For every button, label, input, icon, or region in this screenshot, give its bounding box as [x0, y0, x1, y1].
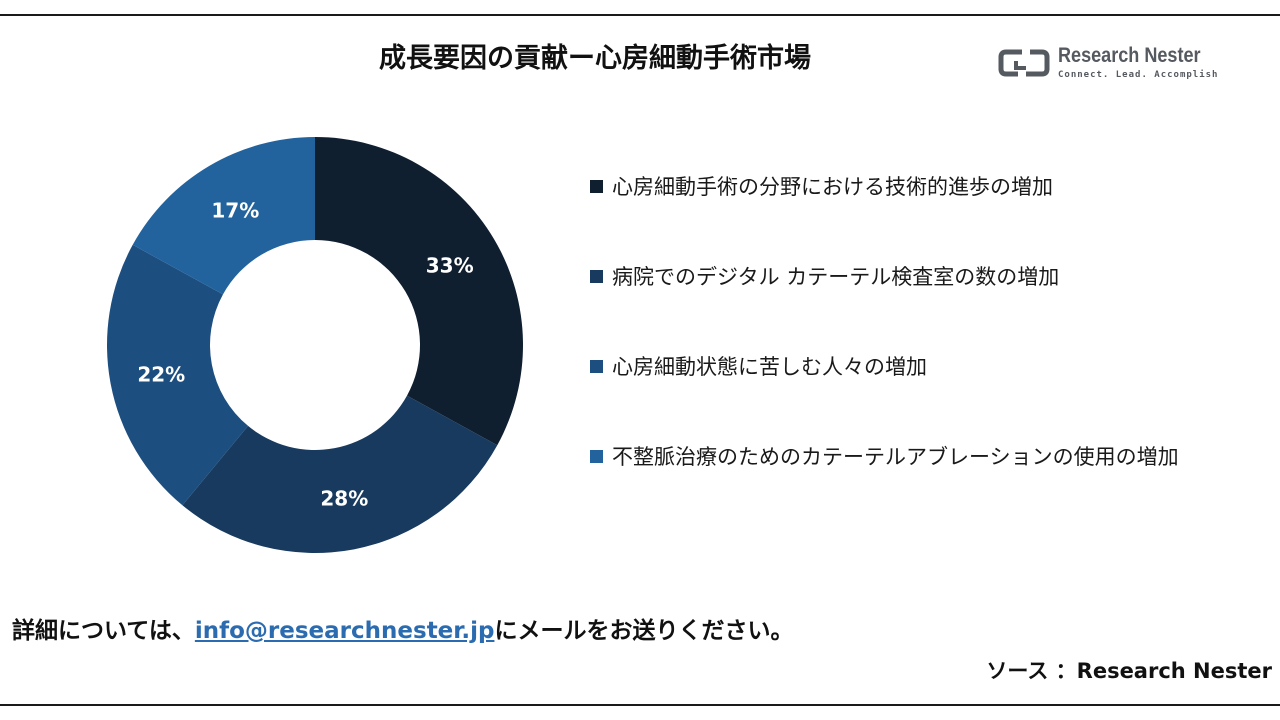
contact-prefix: 詳細については、 — [12, 618, 195, 644]
slice-label-4: 17% — [211, 198, 259, 222]
logo-name: Research Nester — [1058, 44, 1201, 67]
logo-tagline: Connect. Lead. Accomplish — [1058, 70, 1219, 80]
legend-item: 心房細動手術の分野における技術的進歩の増加 — [590, 166, 1230, 208]
donut-slice-3 — [107, 244, 249, 506]
legend-label: 不整脈治療のためのカテーテルアブレーションの使用の増加 — [612, 445, 1179, 469]
donut-chart: 33% 28% 22% 17% — [107, 137, 523, 553]
slice-label-1: 33% — [426, 253, 474, 277]
legend-swatch — [590, 450, 603, 463]
chart-legend: 心房細動手術の分野における技術的進歩の増加 病院でのデジタル カテーテル検査室の数… — [590, 166, 1230, 526]
legend-label: 心房細動状態に苦しむ人々の増加 — [612, 355, 927, 379]
email-link[interactable]: info@researchnester.jp — [194, 618, 495, 644]
slice-label-2: 28% — [320, 487, 368, 511]
legend-swatch — [590, 180, 603, 193]
legend-item: 心房細動状態に苦しむ人々の増加 — [590, 346, 1230, 388]
chart-title: 成長要因の貢献ー心房細動手術市場 — [379, 43, 811, 74]
slice-label-3: 22% — [137, 362, 185, 386]
contact-suffix: にメールをお送りください。 — [494, 618, 794, 644]
research-nester-logo: Research Nester Connect. Lead. Accomplis… — [998, 44, 1228, 82]
top-rule — [0, 14, 1280, 16]
donut-slice-4 — [132, 137, 315, 295]
legend-item: 不整脈治療のためのカテーテルアブレーションの使用の増加 — [590, 436, 1230, 478]
legend-label: 心房細動手術の分野における技術的進歩の増加 — [612, 175, 1053, 199]
bottom-rule — [0, 704, 1280, 706]
contact-note: 詳細については、info@researchnester.jpにメールをお送りくだ… — [12, 611, 793, 645]
legend-item: 病院でのデジタル カテーテル検査室の数の増加 — [590, 256, 1230, 298]
legend-swatch — [590, 360, 603, 373]
legend-swatch — [590, 270, 603, 283]
logo-mark-icon — [998, 49, 1050, 77]
source-credit: ソース ：Research Nester — [986, 659, 1272, 683]
donut-slice-2 — [182, 395, 498, 553]
legend-label: 病院でのデジタル カテーテル検査室の数の増加 — [612, 265, 1060, 289]
donut-slice-1 — [315, 137, 523, 446]
